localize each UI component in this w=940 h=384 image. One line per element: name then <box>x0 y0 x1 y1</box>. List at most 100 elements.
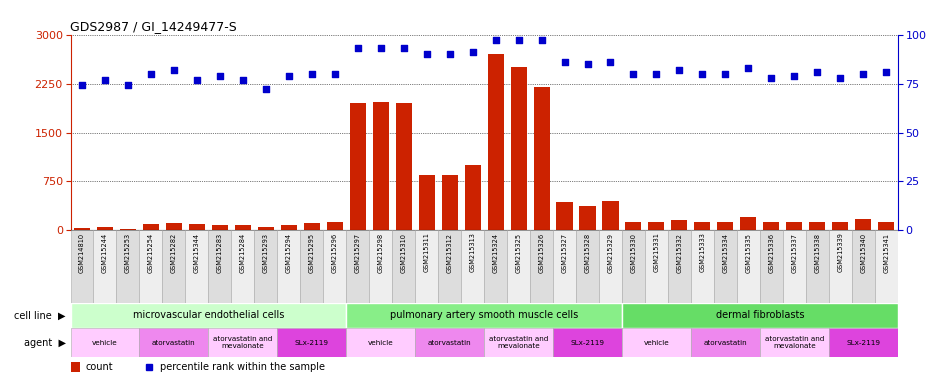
Bar <box>691 328 760 357</box>
Bar <box>484 230 507 303</box>
Bar <box>622 328 691 357</box>
Point <box>718 71 733 77</box>
Point <box>787 73 802 79</box>
Bar <box>668 230 691 303</box>
Bar <box>235 225 251 230</box>
Text: GSM215336: GSM215336 <box>768 233 775 273</box>
Point <box>442 51 457 57</box>
Bar <box>185 230 209 303</box>
Point <box>396 45 411 51</box>
Bar <box>717 222 733 230</box>
Point <box>695 71 710 77</box>
Text: GSM215339: GSM215339 <box>838 233 843 273</box>
Bar <box>93 230 117 303</box>
Text: GSM215297: GSM215297 <box>354 233 361 273</box>
Point <box>281 73 296 79</box>
Text: GSM215335: GSM215335 <box>745 233 751 273</box>
Bar <box>300 230 323 303</box>
Bar <box>649 222 665 230</box>
Bar <box>855 218 871 230</box>
Text: SLx-2119: SLx-2119 <box>571 339 604 346</box>
Text: GSM215311: GSM215311 <box>424 233 430 273</box>
Bar <box>488 54 504 230</box>
Bar <box>806 230 829 303</box>
Text: count: count <box>86 361 113 372</box>
Point <box>511 37 526 43</box>
Bar <box>189 224 205 230</box>
Point <box>580 61 595 67</box>
Bar <box>120 229 136 230</box>
Text: GSM215338: GSM215338 <box>814 233 821 273</box>
Bar <box>163 230 185 303</box>
Text: GSM214810: GSM214810 <box>79 233 85 273</box>
Bar <box>369 230 392 303</box>
Bar <box>392 230 415 303</box>
Point <box>144 71 159 77</box>
Text: GSM215324: GSM215324 <box>493 233 498 273</box>
Bar <box>70 362 81 372</box>
Point <box>212 73 227 79</box>
Bar <box>603 201 619 230</box>
Bar <box>117 230 139 303</box>
Text: GSM215283: GSM215283 <box>217 233 223 273</box>
Bar <box>713 230 737 303</box>
Text: GSM215298: GSM215298 <box>378 233 384 273</box>
Text: vehicle: vehicle <box>368 339 394 346</box>
Text: GSM215296: GSM215296 <box>332 233 337 273</box>
Bar <box>786 222 803 230</box>
Bar <box>277 328 346 357</box>
Bar <box>579 206 596 230</box>
Bar <box>741 217 757 230</box>
Bar <box>875 230 898 303</box>
Text: GSM215295: GSM215295 <box>308 233 315 273</box>
Bar <box>464 165 480 230</box>
Bar <box>645 230 668 303</box>
Point <box>626 71 641 77</box>
Bar <box>783 230 806 303</box>
Bar <box>212 225 227 230</box>
Point <box>465 49 480 55</box>
Text: atorvastatin and
mevalonate: atorvastatin and mevalonate <box>213 336 273 349</box>
Point <box>120 83 135 89</box>
Bar <box>553 230 576 303</box>
Text: GSM215328: GSM215328 <box>585 233 590 273</box>
Text: atorvastatin and
mevalonate: atorvastatin and mevalonate <box>489 336 548 349</box>
Text: GSM215331: GSM215331 <box>653 233 660 273</box>
Text: GSM215312: GSM215312 <box>446 233 453 273</box>
Point <box>809 69 824 75</box>
Point <box>879 69 894 75</box>
Bar <box>346 230 369 303</box>
Bar <box>255 230 277 303</box>
Text: pulmonary artery smooth muscle cells: pulmonary artery smooth muscle cells <box>390 311 578 321</box>
Text: SLx-2119: SLx-2119 <box>295 339 329 346</box>
Bar <box>327 222 343 230</box>
Bar <box>97 227 113 230</box>
Bar <box>530 230 553 303</box>
Bar <box>576 230 599 303</box>
Bar <box>484 328 553 357</box>
Bar <box>622 230 645 303</box>
Bar <box>418 175 434 230</box>
Point <box>166 67 181 73</box>
Point <box>855 71 870 77</box>
Point <box>305 71 320 77</box>
Text: cell line  ▶: cell line ▶ <box>14 311 66 321</box>
Text: GSM215293: GSM215293 <box>263 233 269 273</box>
Point <box>189 76 204 83</box>
Text: atorvastatin and
mevalonate: atorvastatin and mevalonate <box>764 336 824 349</box>
Point <box>833 74 848 81</box>
Bar <box>70 328 139 357</box>
Bar <box>829 230 852 303</box>
Bar <box>695 222 711 230</box>
Point <box>373 45 388 51</box>
Bar <box>74 228 90 230</box>
Text: GSM215284: GSM215284 <box>240 233 246 273</box>
Text: GSM215341: GSM215341 <box>884 233 889 273</box>
Bar <box>462 230 484 303</box>
Bar <box>625 222 641 230</box>
Bar <box>829 328 898 357</box>
Bar <box>231 230 255 303</box>
Point <box>98 76 113 83</box>
Bar <box>691 230 713 303</box>
Point <box>419 51 434 57</box>
